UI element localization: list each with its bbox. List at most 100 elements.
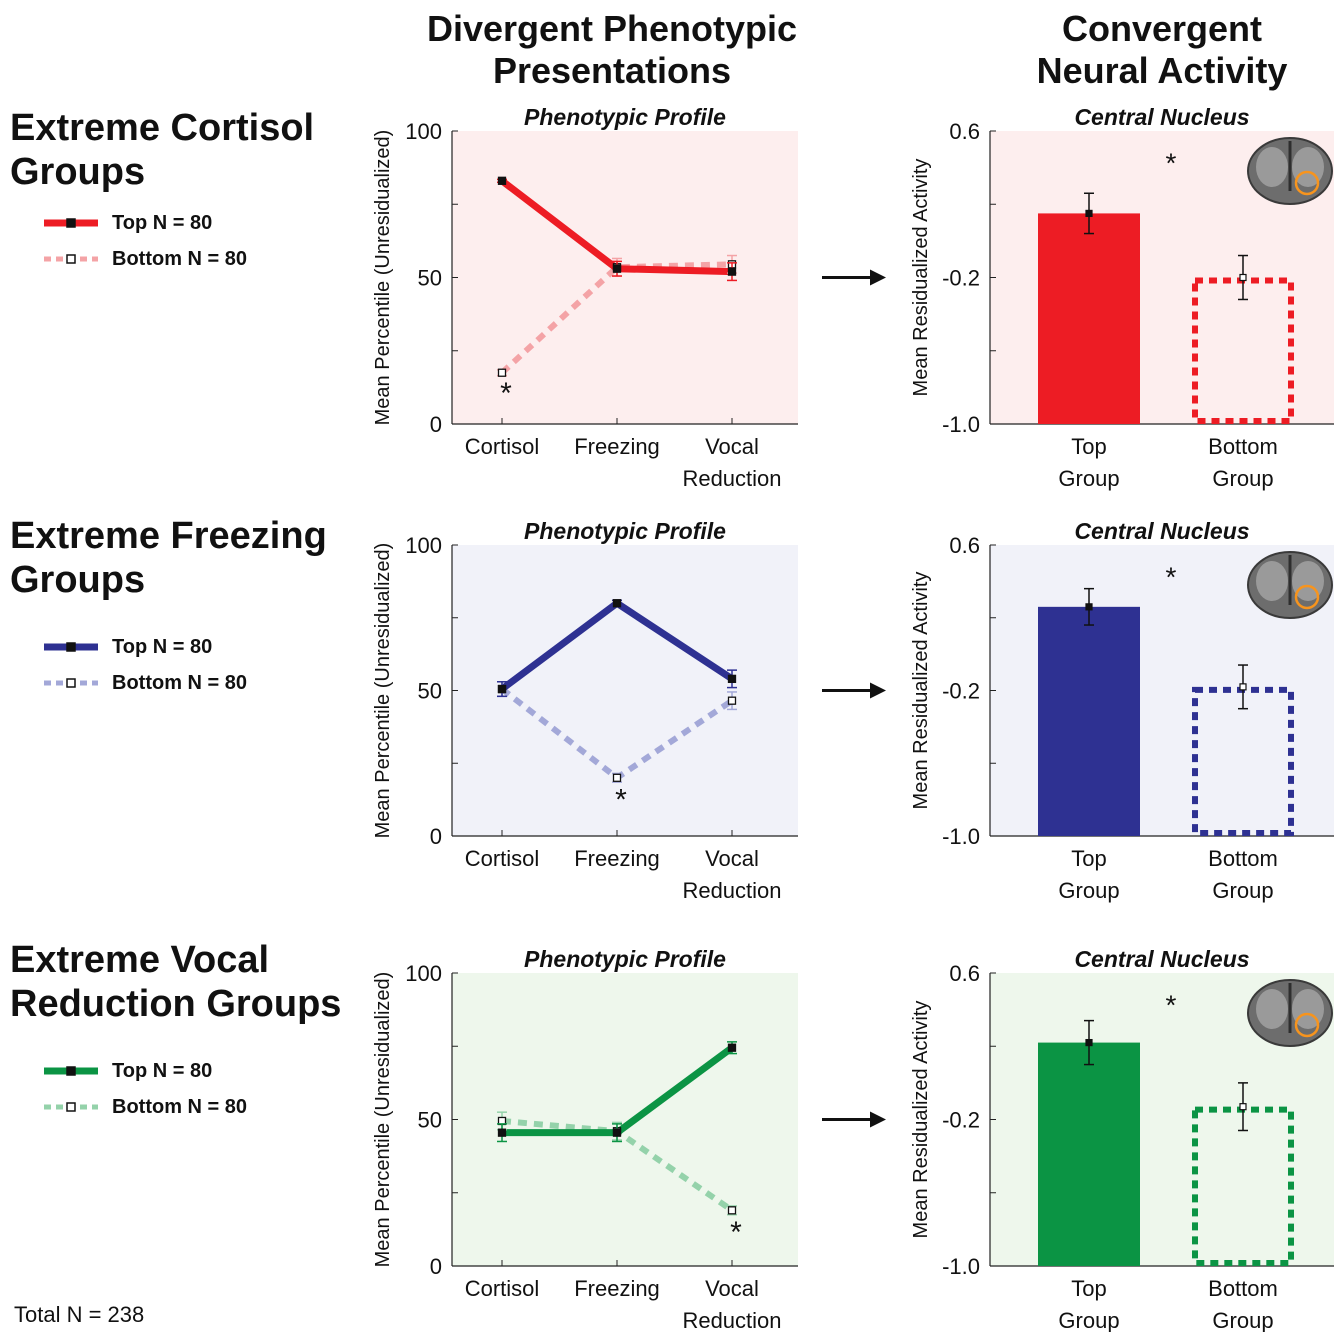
- x-tick-label: Top: [1071, 1276, 1106, 1301]
- brain-icon: [1247, 137, 1333, 205]
- significance-asterisk: *: [1166, 147, 1177, 178]
- bottom-data-point: [727, 696, 737, 705]
- neural-y-tick-label: 0.6: [949, 533, 980, 558]
- brain-icon: [1247, 979, 1333, 1047]
- bar-top-group: [1038, 213, 1140, 424]
- profile-y-tick-label: 100: [405, 961, 442, 986]
- x-tick-label: Reduction: [682, 878, 781, 903]
- brain-hemisphere: [1256, 147, 1288, 187]
- neural-title: Central Nucleus: [1074, 946, 1249, 972]
- bar-mean-marker: [1085, 1038, 1093, 1047]
- phenotypic-profile-chart: 0 50 100 Phenotypic Profile Mean Percentile …: [372, 518, 798, 903]
- column-header-line: Presentations: [492, 50, 732, 91]
- significance-asterisk: *: [500, 377, 512, 410]
- row-title-line: Extreme Vocal: [10, 939, 270, 981]
- profile-y-tick-label: 50: [418, 266, 442, 291]
- significance-asterisk: *: [1166, 989, 1177, 1020]
- profile-title: Phenotypic Profile: [524, 946, 726, 972]
- profile-y-tick-label: 50: [418, 679, 442, 704]
- x-tick-label: Bottom: [1208, 434, 1278, 459]
- row-title-line: Extreme Freezing: [10, 515, 327, 557]
- legend-bottom-marker: [66, 254, 76, 264]
- row-title-line: Groups: [10, 559, 146, 601]
- legend-bottom-label: Bottom N = 80: [112, 672, 248, 694]
- legend-bottom-marker: [66, 678, 76, 688]
- x-tick-label: Group: [1058, 1308, 1119, 1332]
- legend-bottom-swatch: [44, 678, 98, 688]
- column-header-phenotypic: Divergent Phenotypic Presentations: [382, 8, 842, 92]
- phenotypic-profile-chart: 0 50 100 Phenotypic Profile Mean Percentile …: [372, 946, 798, 1332]
- central-nucleus-chart: -1.0 -0.2 0.6 Central Nucleus Mean Residuali…: [910, 104, 1334, 491]
- profile-y-tick-label: 0: [430, 824, 442, 849]
- profile-y-tick-label: 100: [405, 533, 442, 558]
- profile-title: Phenotypic Profile: [524, 518, 726, 544]
- legend-top-label: Top N = 80: [112, 636, 213, 658]
- profile-plot-background: [452, 131, 798, 424]
- profile-y-axis-label: Mean Percentile (Unresidualized): [372, 130, 394, 426]
- profile-y-tick-label: 0: [430, 412, 442, 437]
- neural-y-axis-label: Mean Residualized Activity: [910, 1001, 932, 1239]
- x-tick-label: Group: [1212, 878, 1273, 903]
- top-data-point: [497, 1128, 507, 1137]
- x-tick-label: Freezing: [574, 846, 660, 871]
- legend-top-label: Top N = 80: [112, 212, 213, 234]
- significance-asterisk: *: [615, 783, 627, 816]
- x-tick-label: Freezing: [574, 434, 660, 459]
- neural-title: Central Nucleus: [1074, 518, 1249, 544]
- neural-y-axis-label: Mean Residualized Activity: [910, 159, 932, 397]
- legend-top-marker: [66, 218, 76, 228]
- neural-y-tick-label: -1.0: [942, 824, 980, 849]
- top-data-point: [727, 674, 737, 684]
- central-nucleus-chart: -1.0 -0.2 0.6 Central Nucleus Mean Residuali…: [910, 518, 1334, 903]
- x-tick-label: Group: [1058, 878, 1119, 903]
- neural-y-tick-label: -0.2: [942, 679, 980, 704]
- bar-mean-marker: [1239, 683, 1247, 691]
- row-title-freezing: Extreme Freezing Groups: [10, 514, 355, 602]
- column-header-line: Divergent Phenotypic: [426, 8, 798, 49]
- profile-y-axis-label: Mean Percentile (Unresidualized): [372, 972, 394, 1268]
- top-data-point: [497, 684, 507, 694]
- bar-mean-marker: [1085, 603, 1093, 611]
- x-tick-label: Vocal: [705, 846, 759, 871]
- profile-y-tick-label: 0: [430, 1254, 442, 1279]
- profile-title: Phenotypic Profile: [524, 104, 726, 130]
- top-data-point: [497, 176, 507, 185]
- legend-bottom-label: Bottom N = 80: [112, 248, 248, 270]
- x-tick-label: Cortisol: [465, 434, 540, 459]
- legend-top-marker: [66, 642, 76, 652]
- bottom-data-point: [612, 773, 622, 782]
- neural-y-axis-label: Mean Residualized Activity: [910, 572, 932, 810]
- bar-mean-marker: [1239, 273, 1247, 282]
- neural-y-tick-label: -1.0: [942, 412, 980, 437]
- top-data-point: [612, 264, 622, 273]
- top-data-point: [612, 1128, 622, 1137]
- central-nucleus-chart: -1.0 -0.2 0.6 Central Nucleus Mean Residuali…: [910, 946, 1334, 1332]
- bottom-series-line: [499, 261, 733, 375]
- profile-y-tick-label: 50: [418, 1108, 442, 1133]
- legend-top-label: Top N = 80: [112, 1060, 213, 1082]
- neural-y-tick-label: -0.2: [942, 266, 980, 291]
- top-data-point: [727, 1043, 737, 1052]
- bar-mean-marker: [1085, 209, 1093, 218]
- row-title-line: Reduction Groups: [10, 983, 342, 1025]
- brain-hemisphere: [1256, 561, 1288, 601]
- row-title-line: Groups: [10, 151, 146, 193]
- arrow-head: [870, 1111, 886, 1128]
- neural-y-tick-label: -0.2: [942, 1108, 980, 1133]
- x-tick-label: Bottom: [1208, 1276, 1278, 1301]
- bar-top-group: [1038, 606, 1140, 836]
- bottom-data-point: [727, 1206, 737, 1215]
- x-tick-label: Bottom: [1208, 846, 1278, 871]
- x-tick-label: Cortisol: [465, 846, 540, 871]
- x-tick-label: Reduction: [682, 466, 781, 491]
- x-tick-label: Reduction: [682, 1308, 781, 1332]
- x-tick-label: Cortisol: [465, 1276, 540, 1301]
- neural-y-tick-label: 0.6: [949, 961, 980, 986]
- profile-plot-background: [452, 545, 798, 836]
- x-tick-label: Freezing: [574, 1276, 660, 1301]
- profile-y-axis-label: Mean Percentile (Unresidualized): [372, 543, 394, 839]
- row-title-vocal: Extreme Vocal Reduction Groups: [10, 938, 355, 1026]
- brain-hemisphere: [1256, 989, 1288, 1029]
- arrow-head: [870, 682, 886, 699]
